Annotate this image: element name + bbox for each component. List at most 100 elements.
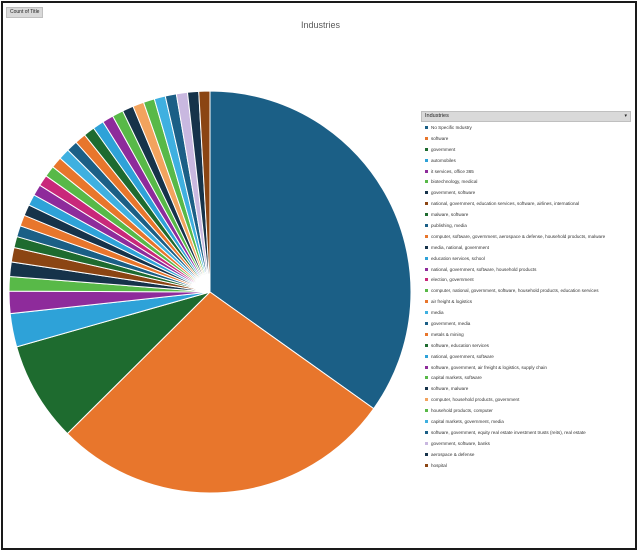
legend-label: computer, household products, government xyxy=(431,397,520,403)
legend-swatch xyxy=(425,147,428,151)
legend-swatch xyxy=(425,463,428,467)
legend-swatch xyxy=(425,430,428,434)
legend-swatch xyxy=(425,169,428,173)
legend-label: software, government, equity real estate… xyxy=(431,429,586,435)
legend-swatch xyxy=(425,419,428,423)
legend-label: it services, office 365 xyxy=(431,168,474,174)
legend-label: software, government, air freight & logi… xyxy=(431,364,547,370)
legend-label: metals & mining xyxy=(431,331,464,337)
legend-label: capital markets, government, media xyxy=(431,418,504,424)
legend-item[interactable]: metals & mining xyxy=(421,329,631,340)
legend-item[interactable]: software, government, air freight & logi… xyxy=(421,362,631,373)
legend-item[interactable]: media, national, government xyxy=(421,242,631,253)
chevron-down-icon[interactable]: ▾ xyxy=(624,113,627,119)
legend-label: No Specific Industry xyxy=(431,124,472,130)
legend-item[interactable]: government, media xyxy=(421,318,631,329)
legend: Industries ▾ No Specific Industry softwar… xyxy=(421,111,631,471)
legend-swatch xyxy=(425,398,428,402)
legend-swatch xyxy=(425,376,428,380)
legend-item[interactable]: computer, national, government, software… xyxy=(421,285,631,296)
legend-label: government xyxy=(431,146,456,152)
legend-item[interactable]: software, government, equity real estate… xyxy=(421,427,631,438)
legend-item[interactable]: government, software xyxy=(421,187,631,198)
legend-swatch xyxy=(425,441,428,445)
legend-label: media xyxy=(431,310,444,316)
legend-label: hospital xyxy=(431,462,447,468)
chart-title: Industries xyxy=(300,20,341,30)
legend-item[interactable]: capital markets, government, media xyxy=(421,416,631,427)
value-field-button[interactable]: Count of Title xyxy=(6,7,44,18)
pie-slice[interactable] xyxy=(209,90,412,410)
legend-filter-button[interactable]: Industries ▾ xyxy=(421,111,631,122)
legend-label: software, malware xyxy=(431,386,469,392)
legend-label: government, media xyxy=(431,320,471,326)
legend-item[interactable]: computer, software, government, aerospac… xyxy=(421,231,631,242)
legend-item[interactable]: malware, software xyxy=(421,209,631,220)
legend-swatch xyxy=(425,332,428,336)
legend-label: malware, software xyxy=(431,212,469,218)
legend-item[interactable]: government xyxy=(421,144,631,155)
legend-label: education services, school xyxy=(431,255,485,261)
legend-swatch xyxy=(425,158,428,162)
legend-item[interactable]: education services, school xyxy=(421,253,631,264)
legend-item[interactable]: national, government, software, househol… xyxy=(421,264,631,275)
pie-slice[interactable] xyxy=(16,291,211,435)
legend-item[interactable]: national, government, software xyxy=(421,351,631,362)
legend-label: publishing, media xyxy=(431,222,467,228)
legend-item[interactable]: software, malware xyxy=(421,383,631,394)
legend-item[interactable]: air freight & logistics xyxy=(421,296,631,307)
legend-swatch xyxy=(425,321,428,325)
legend-swatch xyxy=(425,256,428,260)
legend-item[interactable]: election, government xyxy=(421,274,631,285)
legend-label: software xyxy=(431,135,449,141)
legend-swatch xyxy=(425,202,428,206)
legend-label: media, national, government xyxy=(431,244,489,250)
legend-item[interactable]: government, software, banks xyxy=(421,438,631,449)
legend-label: household products, computer xyxy=(431,408,493,414)
legend-label: election, government xyxy=(431,277,474,283)
legend-swatch xyxy=(425,343,428,347)
legend-item[interactable]: national, government, education services… xyxy=(421,198,631,209)
legend-label: government, software xyxy=(431,190,476,196)
legend-swatch xyxy=(425,289,428,293)
legend-item[interactable]: No Specific Industry xyxy=(421,122,631,133)
legend-label: computer, national, government, software… xyxy=(431,288,599,294)
legend-header-label: Industries xyxy=(425,113,449,119)
legend-label: biotechnology, medical xyxy=(431,179,478,185)
legend-swatch xyxy=(425,125,428,129)
legend-item[interactable]: software xyxy=(421,133,631,144)
legend-swatch xyxy=(425,223,428,227)
legend-item[interactable]: computer, household products, government xyxy=(421,394,631,405)
legend-label: national, government, software, househol… xyxy=(431,266,537,272)
legend-item[interactable]: publishing, media xyxy=(421,220,631,231)
legend-swatch xyxy=(425,365,428,369)
legend-item[interactable]: hospital xyxy=(421,460,631,471)
legend-item[interactable]: it services, office 365 xyxy=(421,166,631,177)
pie-slice[interactable] xyxy=(198,90,211,293)
legend-label: software, education services xyxy=(431,342,489,348)
legend-item[interactable]: aerospace & defense xyxy=(421,449,631,460)
legend-item[interactable]: media xyxy=(421,307,631,318)
legend-swatch xyxy=(425,245,428,249)
legend-swatch xyxy=(425,180,428,184)
legend-swatch xyxy=(425,278,428,282)
legend-items: No Specific Industry software government au… xyxy=(421,122,631,471)
legend-label: air freight & logistics xyxy=(431,299,473,305)
legend-item[interactable]: software, education services xyxy=(421,340,631,351)
legend-label: national, government, education services… xyxy=(431,201,580,207)
legend-swatch xyxy=(425,267,428,271)
legend-item[interactable]: household products, computer xyxy=(421,405,631,416)
legend-swatch xyxy=(425,300,428,304)
legend-label: capital markets, software xyxy=(431,375,482,381)
legend-swatch xyxy=(425,354,428,358)
legend-item[interactable]: biotechnology, medical xyxy=(421,176,631,187)
legend-item[interactable]: capital markets, software xyxy=(421,372,631,383)
legend-label: aerospace & defense xyxy=(431,451,475,457)
legend-swatch xyxy=(425,452,428,456)
legend-item[interactable]: automobiles xyxy=(421,155,631,166)
legend-swatch xyxy=(425,409,428,413)
legend-swatch xyxy=(425,311,428,315)
legend-swatch xyxy=(425,191,428,195)
pie-slice[interactable] xyxy=(66,291,375,494)
